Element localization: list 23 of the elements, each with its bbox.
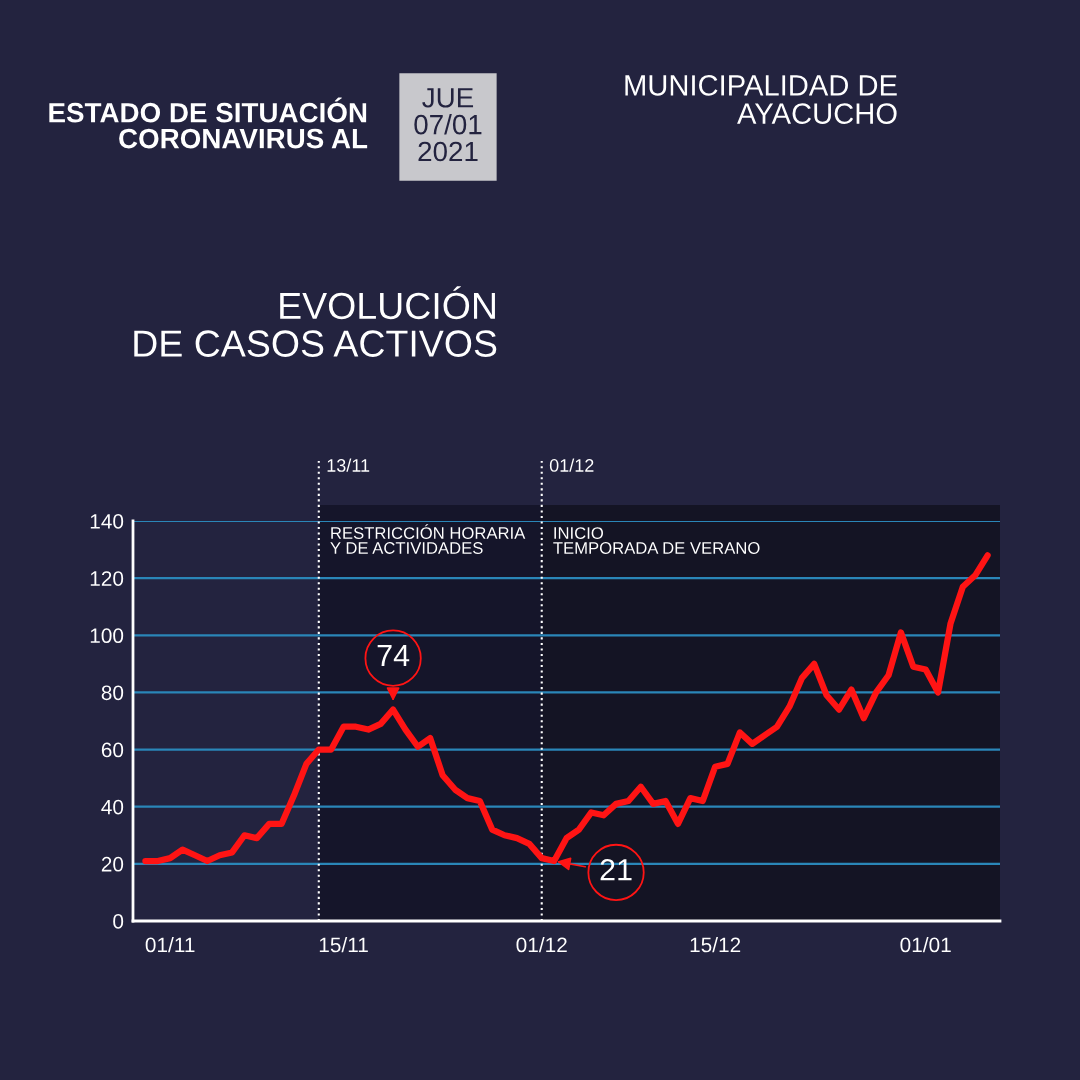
band-label: INICIO TEMPORADA DE VERANO: [553, 527, 760, 554]
text: MUNICIPALIDAD DE AYACUCHO: [625, 75, 897, 124]
y-tick-label: 120: [90, 571, 124, 586]
x-tick-label: 15/12: [690, 936, 741, 953]
x-tick-label: 01/01: [900, 936, 951, 953]
y-tick-label: 20: [101, 856, 124, 872]
x-tick-label: 15/11: [319, 936, 368, 953]
chart-subtitle: EVOLUCIÓN DE CASOS ACTIVOS: [134, 286, 497, 357]
y-tick-label: 60: [101, 742, 124, 758]
x-tick-label: 01/11: [145, 936, 195, 953]
x-tick-label: 01/12: [516, 936, 567, 953]
y-tick-label: 0: [113, 914, 124, 929]
text: JUE 07/01 2021: [414, 88, 482, 162]
y-tick-label: 140: [90, 514, 124, 529]
band-label: RESTRICCIÓN HORARIA Y DE ACTIVIDADES: [330, 524, 526, 554]
chart-title: ESTADO DE SITUACIÓN CORONAVIRUS AL: [49, 97, 368, 149]
annotation: 74: [377, 645, 410, 667]
ref-line-label: 01/12: [549, 458, 594, 472]
y-tick-label: 40: [101, 799, 124, 815]
y-tick-label: 80: [101, 685, 124, 701]
ref-line-label: 13/11: [327, 458, 370, 472]
y-tick-label: 100: [90, 628, 124, 644]
annotation: 21: [600, 858, 632, 881]
